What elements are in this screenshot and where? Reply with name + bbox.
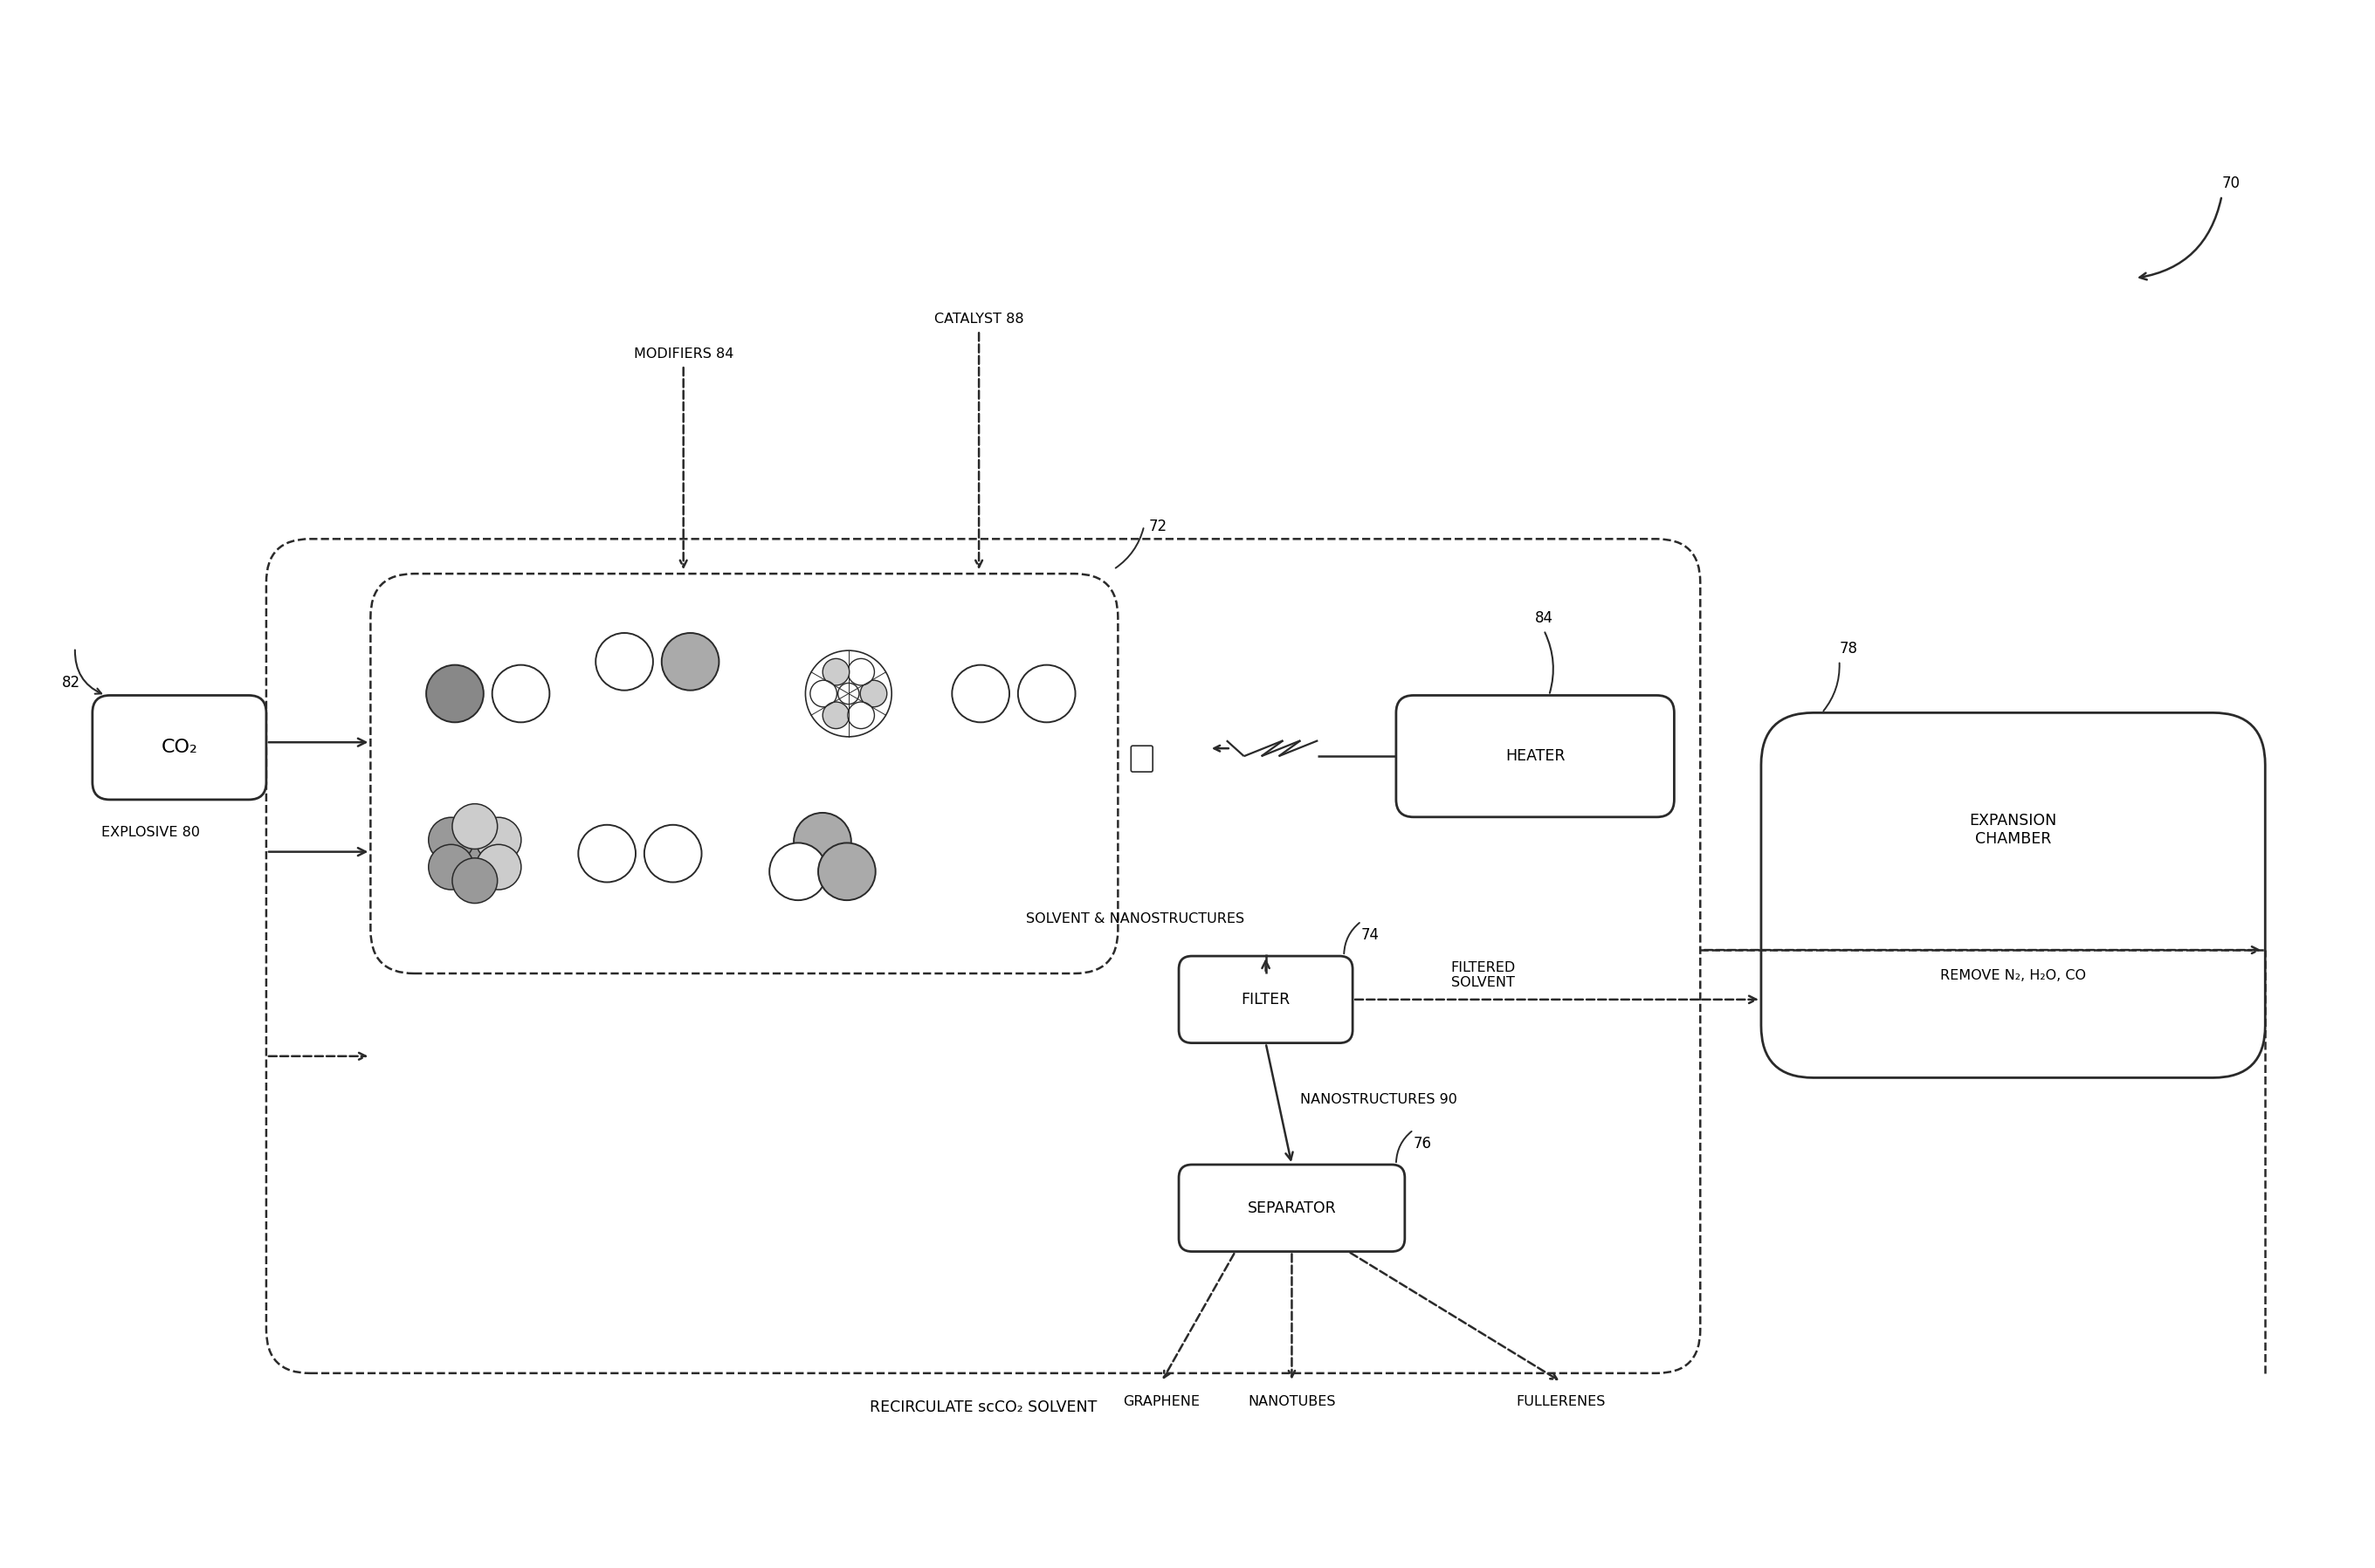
Circle shape <box>770 844 826 900</box>
FancyBboxPatch shape <box>1178 1165 1404 1251</box>
Text: 84: 84 <box>1534 610 1553 626</box>
Text: GRAPHENE: GRAPHENE <box>1123 1396 1199 1408</box>
Circle shape <box>451 858 496 903</box>
Circle shape <box>805 651 891 737</box>
FancyBboxPatch shape <box>1762 713 2266 1077</box>
FancyBboxPatch shape <box>266 539 1700 1374</box>
Circle shape <box>793 812 850 870</box>
Text: FULLERENES: FULLERENES <box>1518 1396 1606 1408</box>
Text: FILTER: FILTER <box>1242 991 1290 1007</box>
Text: RECIRCULATE scCO₂ SOLVENT: RECIRCULATE scCO₂ SOLVENT <box>869 1399 1097 1414</box>
FancyBboxPatch shape <box>93 695 266 800</box>
Text: MODIFIERS 84: MODIFIERS 84 <box>634 348 734 361</box>
Text: HEATER: HEATER <box>1506 748 1565 764</box>
Text: 82: 82 <box>62 676 81 691</box>
Circle shape <box>428 845 473 889</box>
Text: FILTERED
SOLVENT: FILTERED SOLVENT <box>1451 961 1515 989</box>
Circle shape <box>860 681 886 707</box>
Circle shape <box>428 817 473 862</box>
Text: NANOTUBES: NANOTUBES <box>1247 1396 1335 1408</box>
Circle shape <box>1019 665 1076 723</box>
Text: REMOVE N₂, H₂O, CO: REMOVE N₂, H₂O, CO <box>1940 969 2085 982</box>
Text: 72: 72 <box>1150 519 1166 535</box>
Text: NANOSTRUCTURES 90: NANOSTRUCTURES 90 <box>1302 1093 1458 1105</box>
Circle shape <box>838 684 860 704</box>
Text: CO₂: CO₂ <box>162 739 197 756</box>
FancyBboxPatch shape <box>1396 695 1674 817</box>
Text: 74: 74 <box>1361 927 1380 942</box>
Circle shape <box>577 825 636 883</box>
Circle shape <box>817 844 876 900</box>
Circle shape <box>451 804 496 848</box>
Text: CATALYST 88: CATALYST 88 <box>933 314 1024 326</box>
Circle shape <box>848 659 874 685</box>
Circle shape <box>810 681 836 707</box>
Text: 76: 76 <box>1413 1135 1432 1151</box>
Circle shape <box>952 665 1009 723</box>
Circle shape <box>848 702 874 729</box>
FancyBboxPatch shape <box>1130 746 1152 771</box>
Circle shape <box>822 659 850 685</box>
Circle shape <box>596 633 653 690</box>
Circle shape <box>451 831 496 877</box>
Text: SOLVENT & NANOSTRUCTURES: SOLVENT & NANOSTRUCTURES <box>1026 913 1244 925</box>
FancyBboxPatch shape <box>1178 956 1354 1043</box>
FancyBboxPatch shape <box>370 574 1119 974</box>
Circle shape <box>475 817 520 862</box>
Circle shape <box>663 633 720 690</box>
Circle shape <box>425 665 484 723</box>
Text: 78: 78 <box>1838 641 1857 657</box>
Circle shape <box>475 845 520 889</box>
Circle shape <box>822 702 850 729</box>
Text: EXPANSION
CHAMBER: EXPANSION CHAMBER <box>1969 812 2057 847</box>
Text: EXPLOSIVE 80: EXPLOSIVE 80 <box>102 826 200 839</box>
Circle shape <box>492 665 549 723</box>
Text: SEPARATOR: SEPARATOR <box>1247 1200 1337 1215</box>
Text: 70: 70 <box>2221 176 2240 191</box>
Circle shape <box>644 825 701 883</box>
